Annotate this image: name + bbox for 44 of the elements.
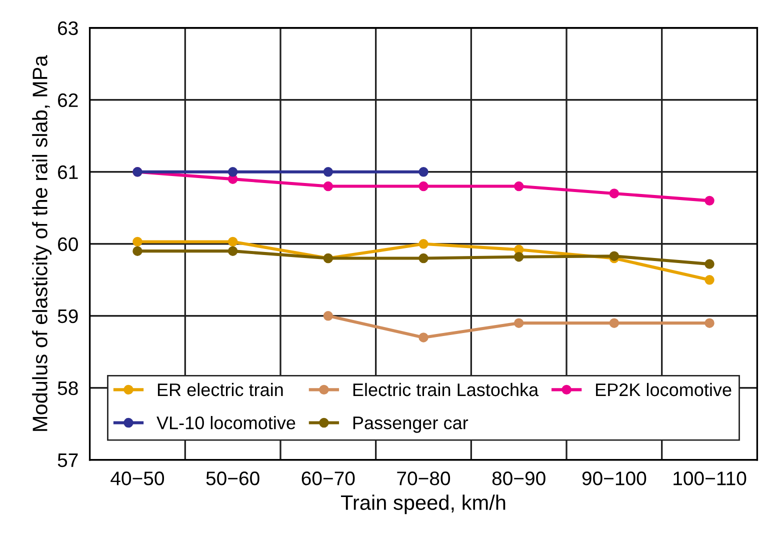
point [323,311,334,321]
x-tick-label: 60−70 [302,472,355,486]
x-tick-label: 90−100 [582,472,646,486]
y-axis-title: Modulus of elasticity of the rail slab, MPa [32,55,52,431]
point [609,188,620,198]
y-tick-label: 58 [58,381,78,396]
point [609,318,620,328]
x-tick-label: 50−60 [206,472,260,486]
legend-label: ER electric train [158,382,283,396]
point [418,181,428,192]
point [514,252,524,262]
point [132,246,142,256]
point [609,251,620,261]
x-tick-label: 100−110 [674,472,746,486]
point [228,167,238,177]
point [418,167,428,177]
legend-label: Passenger car [353,416,468,433]
point [418,253,428,264]
point [132,236,142,247]
legend-label: VL-10 locomotive [156,416,296,430]
point [228,246,238,256]
point [704,196,714,206]
legend-label: Electric train Lastochka [353,382,539,396]
y-tick-label: 62 [58,93,78,108]
x-tick-label: 40−50 [110,472,164,486]
point [704,318,714,328]
point [704,275,714,285]
point [418,332,428,342]
x-tick-label: 80−90 [492,472,546,486]
point [514,181,524,192]
point [704,259,714,269]
point [228,236,238,247]
x-axis-title: Train speed, km/h [340,494,506,514]
point [514,318,524,328]
y-tick-label: 63 [58,21,78,36]
point [323,181,334,192]
legend-label: EP2K locomotive [596,382,732,396]
y-tick-label: 61 [58,165,78,180]
point [323,167,334,177]
x-tick-label: 70−80 [397,472,450,486]
point [418,239,428,249]
y-tick-label: 59 [58,309,78,324]
y-tick-label: 60 [58,237,78,252]
y-tick-label: 57 [58,454,78,468]
